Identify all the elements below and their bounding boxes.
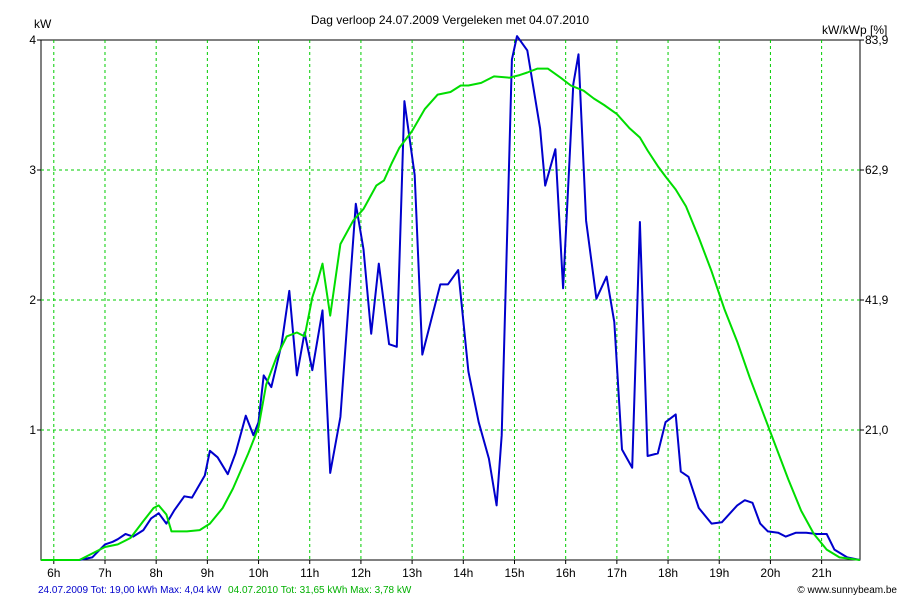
x-tick-label: 19h xyxy=(709,566,729,580)
x-tick-label: 17h xyxy=(607,566,627,580)
y2-tick-label: 62,9 xyxy=(865,163,889,177)
x-tick-label: 21h xyxy=(812,566,832,580)
x-tick-label: 8h xyxy=(149,566,162,580)
y-tick-label: 1 xyxy=(29,423,36,437)
y-tick-label: 4 xyxy=(29,33,36,47)
x-tick-label: 11h xyxy=(300,566,319,580)
y2-axis-label: kW/kWp [%] xyxy=(822,23,887,37)
footer-blue-series: 24.07.2009 Tot: 19,00 kWh Max: 4,04 kW xyxy=(38,585,222,596)
tick-labels: 6h 7h 8h 9h 10h 11h 12h 13h 14h 15h 16h 17h 18h 19h 20… xyxy=(29,33,888,580)
y2-tick-label: 83,9 xyxy=(865,33,889,47)
x-tick-label: 9h xyxy=(201,566,214,580)
footer-copyright: © www.sunnybeam.be xyxy=(797,585,897,596)
x-tick-label: 15h xyxy=(504,566,524,580)
x-tick-label: 14h xyxy=(453,566,473,580)
series-line-1 xyxy=(41,35,861,561)
x-tick-label: 13h xyxy=(402,566,422,580)
y-axis-label: kW xyxy=(34,17,52,31)
x-tick-label: 20h xyxy=(760,566,780,580)
x-tick-label: 18h xyxy=(658,566,678,580)
y-tick-label: 2 xyxy=(29,293,36,307)
y-tick-label: 3 xyxy=(29,163,36,177)
footer-summary: 24.07.2009 Tot: 19,00 kWh Max: 4,04 kW 0… xyxy=(38,585,412,596)
chart-title: Dag verloop 24.07.2009 Vergeleken met 04… xyxy=(311,13,590,27)
series-group xyxy=(41,35,861,561)
x-tick-label: 6h xyxy=(47,566,60,580)
x-tick-label: 7h xyxy=(98,566,111,580)
x-tick-label: 10h xyxy=(249,566,269,580)
footer-green-series: 04.07.2010 Tot: 31,65 kWh Max: 3,78 kW xyxy=(228,585,412,596)
y2-tick-label: 21,0 xyxy=(865,423,889,437)
x-tick-label: 16h xyxy=(556,566,576,580)
series-line-2 xyxy=(41,67,861,561)
grid xyxy=(37,39,864,564)
x-tick-label: 12h xyxy=(351,566,371,580)
y2-tick-label: 41,9 xyxy=(865,293,889,307)
